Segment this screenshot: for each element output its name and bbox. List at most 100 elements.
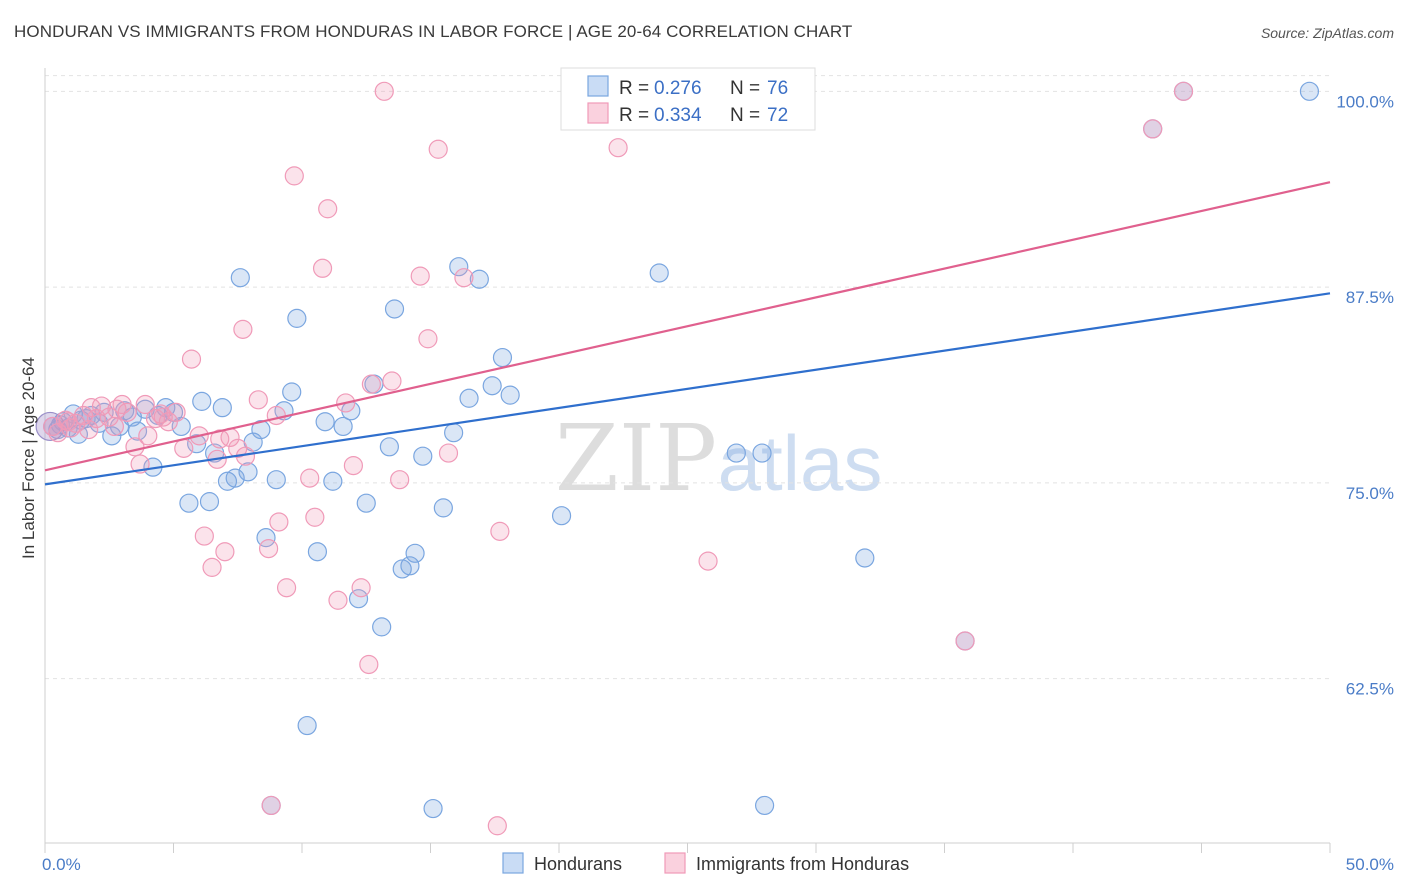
honduran-point-47 [372, 617, 392, 637]
honduran-point-63 [551, 506, 572, 526]
watermark-atlas: atlas [718, 419, 883, 507]
honduran-point-60 [482, 376, 502, 396]
immigrant-point-39 [312, 258, 333, 278]
bottom-legend-label-hondurans: Hondurans [534, 854, 622, 874]
honduran-point-38 [297, 715, 317, 736]
legend-r-value-1: 0.334 [654, 105, 702, 126]
chart-title: HONDURAN VS IMMIGRANTS FROM HONDURAS IN … [14, 22, 853, 41]
immigrant-point-28 [228, 438, 248, 458]
honduran-point-39 [307, 542, 328, 562]
honduran-point-52 [405, 543, 425, 563]
honduran-point-42 [333, 416, 353, 437]
immigrant-point-6 [79, 419, 99, 440]
y-tick-label-3: 100.0% [1336, 92, 1394, 111]
immigrant-point-48 [390, 470, 410, 490]
immigrant-point-52 [438, 443, 459, 463]
immigrant-point-17 [151, 404, 171, 424]
x-tick-label-min: 0.0% [42, 855, 81, 874]
y-tick-label-1: 75.0% [1346, 484, 1394, 503]
honduran-point-27 [217, 471, 238, 491]
legend-swatch-hondurans [587, 75, 609, 97]
immigrant-point-15 [138, 426, 158, 446]
immigrant-point-10 [104, 416, 124, 437]
immigrant-point-26 [215, 542, 235, 562]
bottom-legend-label-immigrants: Immigrants from Honduras [696, 854, 909, 874]
immigrant-point-44 [351, 578, 371, 598]
honduran-point-21 [179, 493, 199, 513]
honduran-point-24 [199, 492, 220, 512]
honduran-point-14 [127, 421, 148, 441]
honduran-point-49 [384, 299, 405, 319]
honduran-point-62 [500, 385, 520, 405]
immigrant-point-64 [1173, 81, 1194, 101]
honduran-point-20 [171, 416, 191, 437]
immigrant-point-51 [428, 139, 448, 159]
honduran-point-58 [459, 388, 479, 408]
immigrant-point-70 [210, 429, 230, 449]
honduran-point-36 [282, 382, 302, 402]
trendlines [44, 181, 1331, 486]
immigrant-point-20 [174, 438, 194, 458]
immigrant-point-8 [91, 396, 112, 416]
honduran-point-66 [752, 443, 772, 463]
honduran-point-59 [469, 269, 489, 289]
immigrant-point-63 [1143, 119, 1163, 139]
immigrant-point-36 [284, 166, 304, 186]
honduran-point-67 [754, 795, 775, 816]
immigrant-point-54 [487, 816, 507, 836]
series-immigrants-points [43, 81, 1194, 836]
trendline-immigrants [44, 181, 1331, 472]
legend-r-value-0: 0.276 [654, 78, 702, 99]
honduran-point-64 [649, 263, 669, 283]
immigrant-point-55 [490, 521, 510, 541]
honduran-point-65 [726, 443, 746, 463]
honduran-point-37 [287, 308, 307, 328]
honduran-point-54 [423, 798, 443, 819]
honduran-point-26 [212, 398, 232, 418]
immigrant-point-65 [261, 795, 281, 816]
immigrant-point-33 [269, 512, 289, 532]
legend-n-value-1: 72 [767, 105, 788, 126]
honduran-point-23 [192, 391, 212, 411]
immigrant-point-56 [374, 81, 394, 101]
honduran-point-22 [187, 434, 207, 454]
immigrant-point-21 [181, 349, 202, 369]
immigrant-point-38 [305, 507, 325, 527]
honduran-point-45 [356, 493, 376, 513]
gridlines [45, 75, 1330, 680]
immigrant-point-34 [276, 578, 297, 598]
immigrant-point-46 [359, 654, 379, 675]
honduran-point-68 [855, 548, 875, 568]
immigrant-point-32 [258, 538, 279, 559]
legend-r-label-1: R = [619, 105, 654, 126]
watermark-zip: ZIP [555, 405, 717, 512]
x-tick-label-max: 50.0% [1346, 855, 1394, 874]
immigrant-point-66 [81, 398, 101, 418]
immigrant-point-60 [698, 551, 718, 571]
legend-swatch-immigrants [587, 102, 609, 124]
immigrant-point-68 [135, 394, 155, 415]
immigrant-point-69 [153, 407, 173, 427]
honduran-point-53 [413, 446, 433, 466]
top-legend: R = 0.276 N = 76 R = 0.334 N = 72 [560, 67, 816, 131]
immigrant-point-57 [608, 138, 628, 158]
immigrant-point-9 [99, 407, 119, 427]
y-axis-label: In Labor Force | Age 20-64 [19, 357, 38, 559]
honduran-point-34 [266, 470, 286, 490]
chart-source: Source: ZipAtlas.com [1260, 25, 1394, 41]
y-tick-label-0: 62.5% [1346, 680, 1394, 699]
immigrant-point-47 [382, 371, 402, 391]
immigrant-point-62 [955, 631, 975, 651]
y-tick-labels: 62.5% 75.0% 87.5% 100.0% [1336, 92, 1394, 698]
legend-n-label-1: N = [730, 105, 765, 126]
y-tick-label-2: 87.5% [1346, 288, 1394, 307]
honduran-point-40 [315, 412, 335, 432]
immigrant-point-37 [300, 468, 320, 488]
immigrant-point-71 [58, 412, 78, 432]
honduran-point-29 [230, 268, 250, 288]
honduran-point-57 [449, 257, 469, 277]
honduran-point-41 [323, 471, 343, 491]
honduran-point-55 [433, 498, 453, 518]
legend-n-label-0: N = [730, 78, 765, 99]
